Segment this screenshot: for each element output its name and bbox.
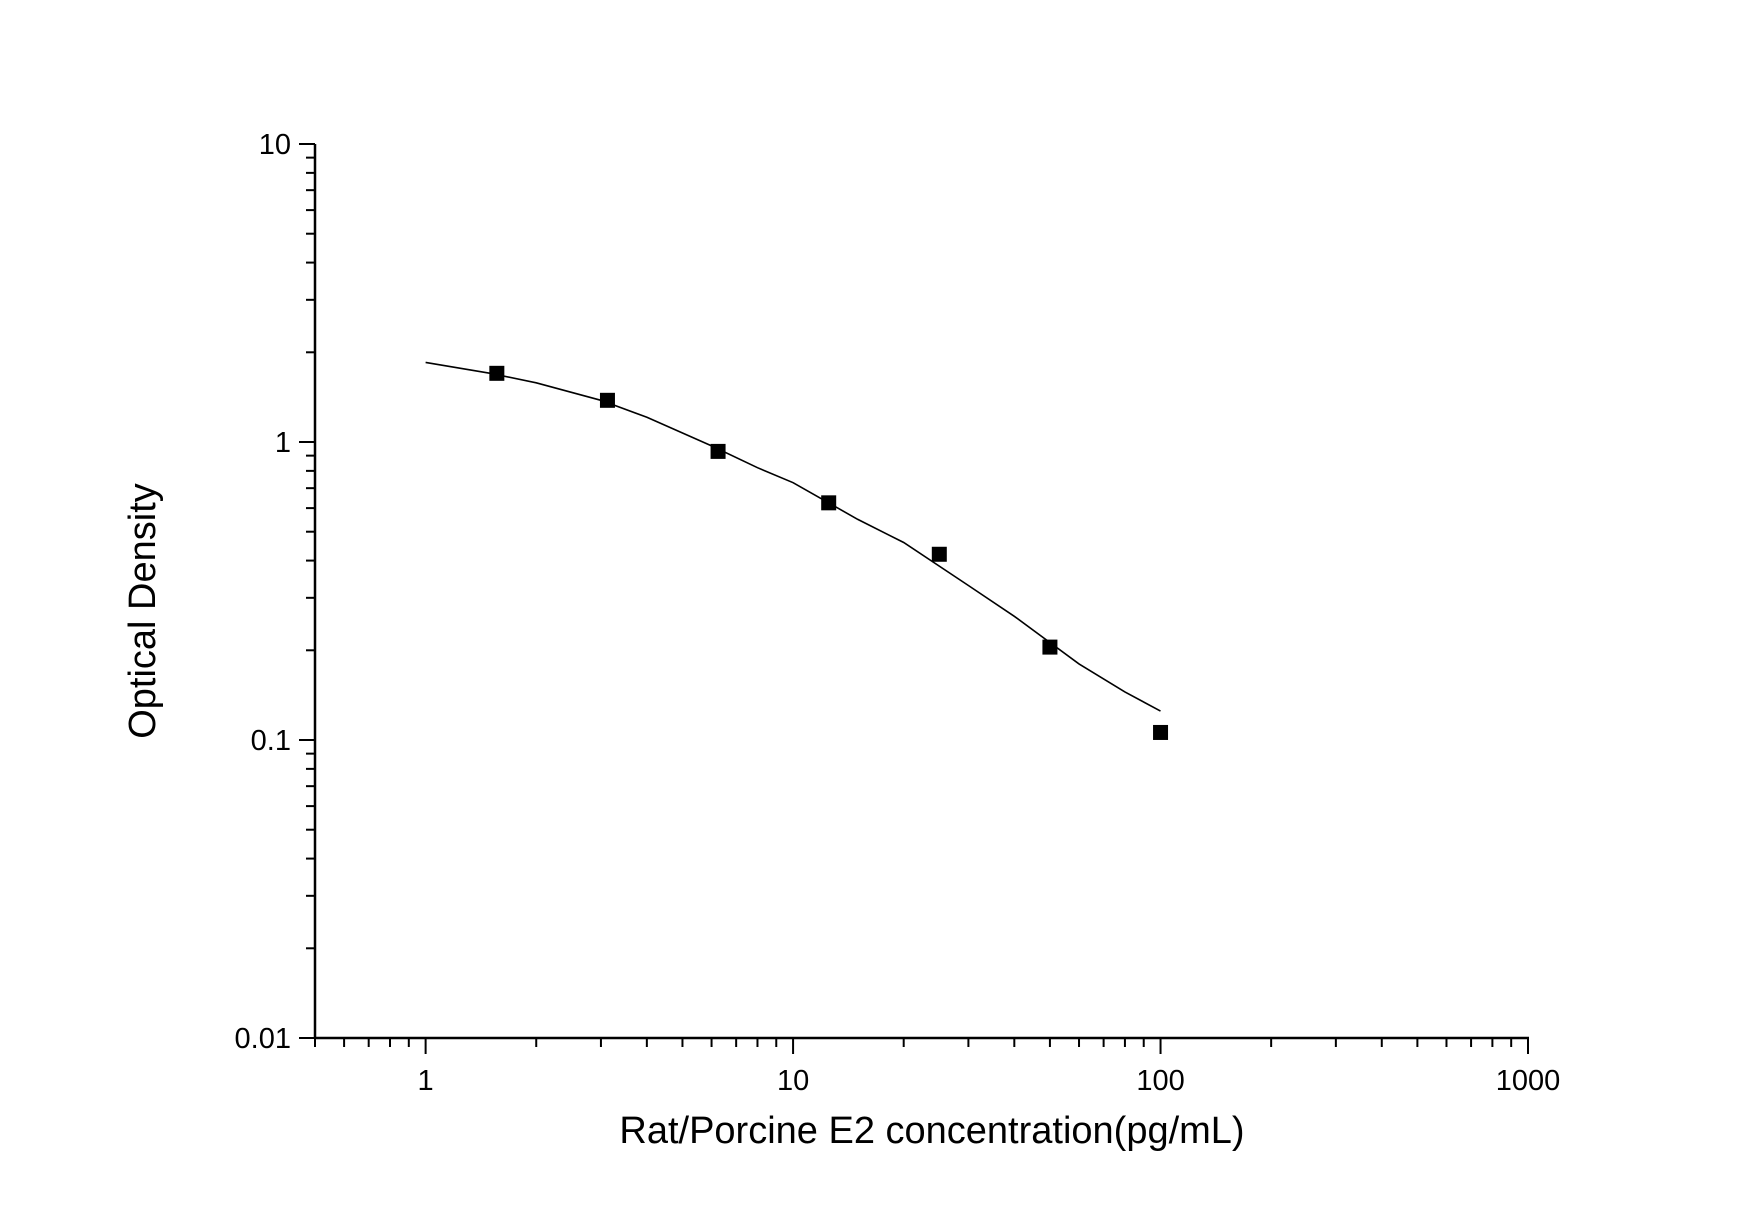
fit-curve bbox=[425, 361, 1161, 712]
x-axis-title: Rat/Porcine E2 concentration(pg/mL) bbox=[619, 1110, 1244, 1152]
data-point bbox=[489, 365, 505, 381]
data-point bbox=[821, 495, 837, 511]
x-tick-label: 10 bbox=[777, 1065, 809, 1097]
x-tick-label: 1000 bbox=[1496, 1065, 1561, 1097]
data-point bbox=[1042, 639, 1058, 655]
data-points-group bbox=[489, 365, 1169, 740]
x-tick-label: 100 bbox=[1136, 1065, 1184, 1097]
fit-curve-group bbox=[425, 361, 1161, 712]
data-point bbox=[1153, 724, 1169, 740]
y-axis-title: Optical Density bbox=[122, 483, 164, 739]
y-tick-label: 10 bbox=[259, 129, 291, 161]
labels-group: Rat/Porcine E2 concentration(pg/mL) Opti… bbox=[122, 129, 1560, 1152]
y-tick-label: 0.01 bbox=[235, 1023, 291, 1055]
y-tick-label: 0.1 bbox=[251, 725, 291, 757]
axes bbox=[299, 143, 1529, 1054]
data-point bbox=[710, 443, 726, 459]
data-point bbox=[599, 392, 615, 408]
x-tick-label: 1 bbox=[418, 1065, 434, 1097]
data-point bbox=[931, 546, 947, 562]
y-tick-label: 1 bbox=[275, 427, 291, 459]
